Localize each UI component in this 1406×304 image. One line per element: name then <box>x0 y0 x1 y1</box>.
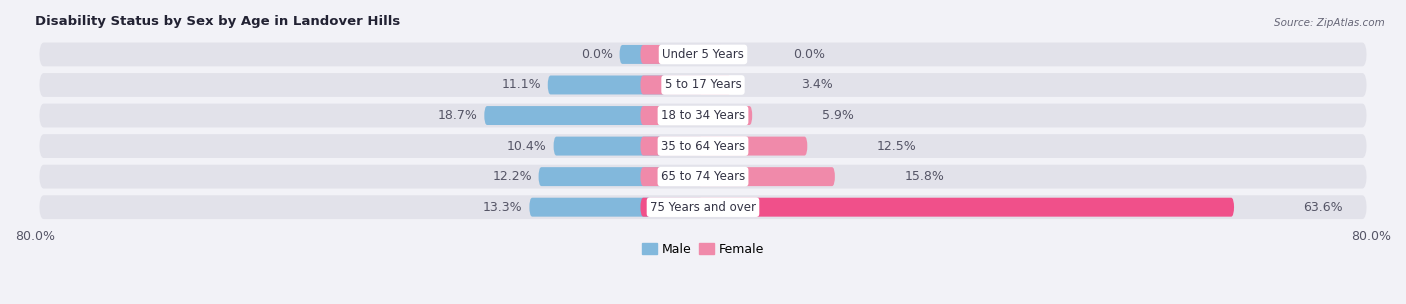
Text: 18.7%: 18.7% <box>437 109 478 122</box>
FancyBboxPatch shape <box>554 136 703 156</box>
Text: 5.9%: 5.9% <box>821 109 853 122</box>
Text: 35 to 64 Years: 35 to 64 Years <box>661 140 745 153</box>
FancyBboxPatch shape <box>620 45 703 64</box>
Text: 5 to 17 Years: 5 to 17 Years <box>665 78 741 92</box>
FancyBboxPatch shape <box>39 43 1367 66</box>
Text: 15.8%: 15.8% <box>904 170 943 183</box>
FancyBboxPatch shape <box>548 75 703 95</box>
FancyBboxPatch shape <box>39 73 1367 97</box>
Text: 12.2%: 12.2% <box>492 170 531 183</box>
FancyBboxPatch shape <box>484 106 703 125</box>
Text: 11.1%: 11.1% <box>502 78 541 92</box>
FancyBboxPatch shape <box>640 198 1234 217</box>
Text: Under 5 Years: Under 5 Years <box>662 48 744 61</box>
Legend: Male, Female: Male, Female <box>637 238 769 261</box>
Text: Disability Status by Sex by Age in Landover Hills: Disability Status by Sex by Age in Lando… <box>35 15 401 28</box>
FancyBboxPatch shape <box>39 134 1367 158</box>
Text: 3.4%: 3.4% <box>800 78 832 92</box>
FancyBboxPatch shape <box>640 75 731 95</box>
Text: 13.3%: 13.3% <box>484 201 523 214</box>
FancyBboxPatch shape <box>640 45 724 64</box>
FancyBboxPatch shape <box>640 106 752 125</box>
FancyBboxPatch shape <box>39 165 1367 188</box>
FancyBboxPatch shape <box>538 167 703 186</box>
FancyBboxPatch shape <box>640 167 835 186</box>
Text: 75 Years and over: 75 Years and over <box>650 201 756 214</box>
Text: 0.0%: 0.0% <box>793 48 825 61</box>
FancyBboxPatch shape <box>529 198 703 217</box>
Text: 63.6%: 63.6% <box>1303 201 1343 214</box>
Text: 65 to 74 Years: 65 to 74 Years <box>661 170 745 183</box>
FancyBboxPatch shape <box>39 104 1367 127</box>
FancyBboxPatch shape <box>640 136 807 156</box>
Text: 0.0%: 0.0% <box>581 48 613 61</box>
Text: Source: ZipAtlas.com: Source: ZipAtlas.com <box>1274 18 1385 28</box>
Text: 12.5%: 12.5% <box>877 140 917 153</box>
FancyBboxPatch shape <box>39 195 1367 219</box>
Text: 18 to 34 Years: 18 to 34 Years <box>661 109 745 122</box>
Text: 10.4%: 10.4% <box>508 140 547 153</box>
